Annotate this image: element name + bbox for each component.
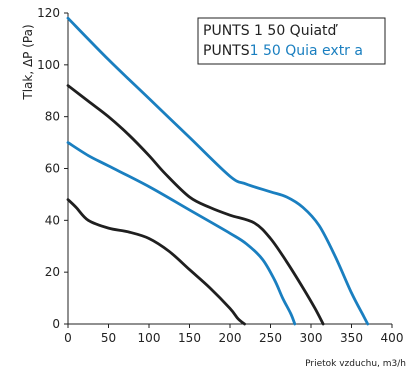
x-tick-label-300: 300 (300, 331, 323, 345)
y-tick-label-120: 120 (37, 6, 60, 20)
x-tick-label-100: 100 (138, 331, 161, 345)
legend-entry-2-prefix: PUNTS (203, 43, 250, 59)
axes: 0 50 100 150 200 250 300 350 400 0 20 40 60 80 100 120 (37, 6, 403, 345)
x-tick-label-0: 0 (64, 331, 72, 345)
series-line-1 (66, 16, 370, 326)
x-tick-label-50: 50 (101, 331, 116, 345)
legend-entry-1: PUNTS 1 50 Quiatď (203, 23, 339, 39)
legend-entry-2-suffix: 1 50 Quia extr a (250, 43, 363, 59)
legend: PUNTS 1 50 Quiatď PUNTS1 50 Quia extr a (197, 17, 386, 65)
y-tick-label-60: 60 (45, 162, 60, 176)
series-line-4 (66, 198, 246, 326)
x-axis-label-group: Prietok vzduchu, m3/h (305, 359, 406, 369)
x-tick-label-250: 250 (259, 331, 282, 345)
y-tick-label-40: 40 (45, 213, 60, 227)
x-tick-label-350: 350 (340, 331, 363, 345)
x-tick-label-400: 400 (381, 331, 404, 345)
series-line-3 (66, 141, 297, 326)
legend-box (197, 17, 386, 65)
series-line-2 (66, 84, 325, 326)
legend-entry-1-prefix: PUNTS 1 50 Quiatď (203, 23, 339, 39)
y-tick-label-20: 20 (45, 265, 60, 279)
legend-entry-2: PUNTS1 50 Quia extr a (203, 43, 363, 59)
x-axis-label: Prietok vzduchu, m3/h (305, 359, 406, 369)
y-tick-label-80: 80 (45, 110, 60, 124)
y-axis-label: Tlak, ΔP (Pa) (21, 24, 35, 100)
y-tick-label-0: 0 (52, 317, 60, 331)
x-tick-label-150: 150 (178, 331, 201, 345)
series-layer (66, 16, 370, 326)
y-tick-label-100: 100 (37, 58, 60, 72)
y-axis-label-group: Tlak, ΔP (Pa) (21, 24, 35, 100)
x-tick-label-200: 200 (219, 331, 242, 345)
